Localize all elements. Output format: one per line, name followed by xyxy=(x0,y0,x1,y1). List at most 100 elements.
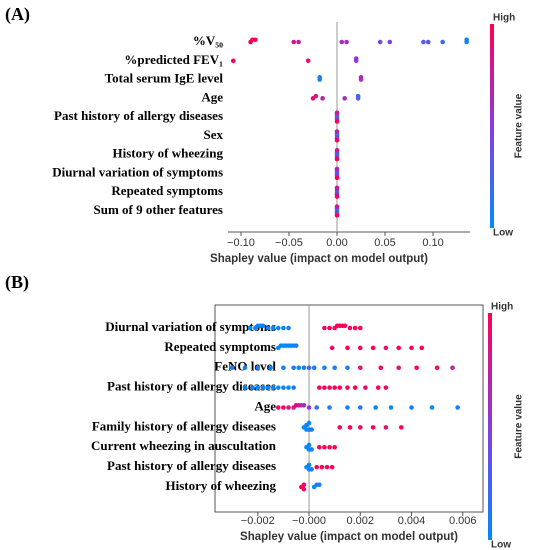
shap-point xyxy=(275,325,281,331)
shap-point xyxy=(383,385,389,390)
shap-point xyxy=(396,365,402,371)
shap-point xyxy=(421,39,426,45)
shap-point xyxy=(324,464,330,470)
feature-label: Sum of 9 other features xyxy=(93,202,223,217)
shap-point xyxy=(309,467,314,472)
shap-point xyxy=(327,325,332,331)
shap-point xyxy=(313,93,319,99)
shap-point xyxy=(229,365,235,371)
shap-point xyxy=(347,425,353,430)
feature-label: Repeated symptoms xyxy=(111,183,223,198)
feature-label: Repeated symptoms xyxy=(164,339,276,354)
shap-point xyxy=(286,405,291,410)
shap-point xyxy=(342,96,347,101)
shap-point xyxy=(345,365,350,371)
feature-label: %predicted FEV₁ xyxy=(124,52,223,67)
shap-point xyxy=(309,447,314,452)
shap-point xyxy=(270,385,276,390)
shap-point xyxy=(344,39,349,45)
x-tick-label: −0.002 xyxy=(241,515,275,527)
shap-point xyxy=(388,405,394,410)
shap-point xyxy=(337,385,343,390)
feature-label: Diurnal variation of symptoms xyxy=(52,164,223,179)
x-tick-label: 0.006 xyxy=(449,515,477,527)
shap-point xyxy=(260,385,266,390)
feature-label: Diurnal variation of symptoms xyxy=(105,319,276,334)
shap-point xyxy=(353,56,359,61)
shap-point xyxy=(260,323,266,329)
shap-point xyxy=(309,427,314,432)
shap-point xyxy=(337,425,343,430)
shap-point xyxy=(281,385,286,390)
shap-point xyxy=(342,323,348,329)
shap-point xyxy=(306,365,312,371)
colorbar-low: Low xyxy=(491,540,511,550)
feature-label: History of wheezing xyxy=(113,146,224,161)
feature-label: Age xyxy=(254,398,276,413)
shap-point xyxy=(265,385,271,390)
shap-point xyxy=(286,385,291,390)
shap-point xyxy=(270,325,276,331)
shap-point xyxy=(317,75,323,80)
shap-point xyxy=(255,365,261,371)
shap-point xyxy=(334,175,340,181)
shap-point xyxy=(345,385,350,390)
shap-point xyxy=(345,345,350,351)
shap-point xyxy=(250,385,255,390)
shap-point xyxy=(322,444,327,450)
feature-label: Past history of allergy diseases xyxy=(54,108,223,123)
shap-point xyxy=(334,137,340,143)
shap-point xyxy=(301,486,307,492)
x-tick-label: −0.05 xyxy=(275,237,303,249)
shap-point xyxy=(334,204,340,209)
x-tick-label: 0.10 xyxy=(422,237,443,249)
shap-point xyxy=(357,325,363,331)
shap-point xyxy=(370,425,376,430)
shap-point xyxy=(332,365,337,371)
shap-point xyxy=(242,385,248,390)
shap-point xyxy=(322,385,327,390)
shap-point xyxy=(322,365,327,371)
shap-point xyxy=(375,385,381,390)
shap-point xyxy=(306,420,312,426)
panel-title: (B) xyxy=(5,272,29,293)
shap-point xyxy=(281,365,286,371)
shap-point xyxy=(306,462,312,468)
shap-point xyxy=(316,444,322,450)
x-tick-label: 0.00 xyxy=(326,237,347,249)
shap-point xyxy=(434,365,440,371)
shap-point xyxy=(296,365,302,371)
shap-point xyxy=(357,365,363,371)
shap-point xyxy=(316,385,322,390)
shap-point xyxy=(464,37,469,43)
shap-point xyxy=(329,464,335,470)
shap-point xyxy=(301,365,307,371)
plot-frame xyxy=(214,304,484,513)
shap-point xyxy=(414,365,419,371)
shap-point xyxy=(286,325,291,331)
shap-point xyxy=(345,405,350,410)
shap-point xyxy=(440,39,445,45)
shap-point xyxy=(332,444,337,450)
shap-point xyxy=(352,385,358,390)
shap-point xyxy=(383,345,389,351)
shap-point xyxy=(357,405,363,410)
shap-point xyxy=(291,385,296,390)
shap-point xyxy=(281,405,286,410)
shap-point xyxy=(334,110,340,116)
colorbar-label: Feature value xyxy=(514,93,525,158)
shap-point xyxy=(425,39,431,45)
shap-point xyxy=(450,365,455,371)
shap-point xyxy=(253,37,258,43)
shap-point xyxy=(455,405,460,410)
shap-point xyxy=(396,345,402,351)
shap-point xyxy=(352,325,358,331)
shap-point xyxy=(301,403,307,408)
shap-point xyxy=(316,482,322,488)
shap-point xyxy=(378,365,384,371)
shap-point xyxy=(377,39,383,45)
shap-point xyxy=(314,405,320,410)
shap-point xyxy=(322,325,327,331)
shap-point xyxy=(357,425,363,430)
